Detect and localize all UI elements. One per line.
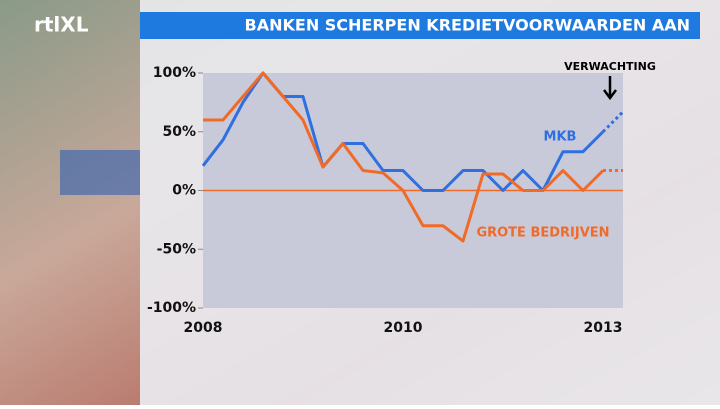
series-line bbox=[203, 71, 605, 243]
x-tick-label: 2013 bbox=[584, 320, 623, 336]
x-tick-label: 2010 bbox=[384, 320, 423, 336]
banknote-detail bbox=[60, 150, 140, 195]
y-tick-label: 0% bbox=[172, 183, 196, 199]
series-label: GROTE BEDRIJVEN bbox=[476, 226, 609, 241]
x-tick-label: 2008 bbox=[184, 320, 223, 336]
forecast-line bbox=[601, 110, 625, 133]
logo: rtlXL bbox=[34, 13, 89, 37]
y-tick-label: 50% bbox=[162, 124, 196, 140]
y-tick-label: -100% bbox=[147, 300, 196, 316]
annotation-arrow bbox=[603, 76, 617, 101]
y-tick-label: -50% bbox=[157, 241, 196, 257]
chart-title: BANKEN SCHERPEN KREDIETVOORWAARDEN AAN bbox=[245, 16, 690, 35]
y-tick-label: 100% bbox=[153, 65, 196, 81]
annotation: VERWACHTING bbox=[564, 60, 656, 73]
title-bar bbox=[140, 12, 700, 39]
series-label: MKB bbox=[544, 130, 577, 145]
